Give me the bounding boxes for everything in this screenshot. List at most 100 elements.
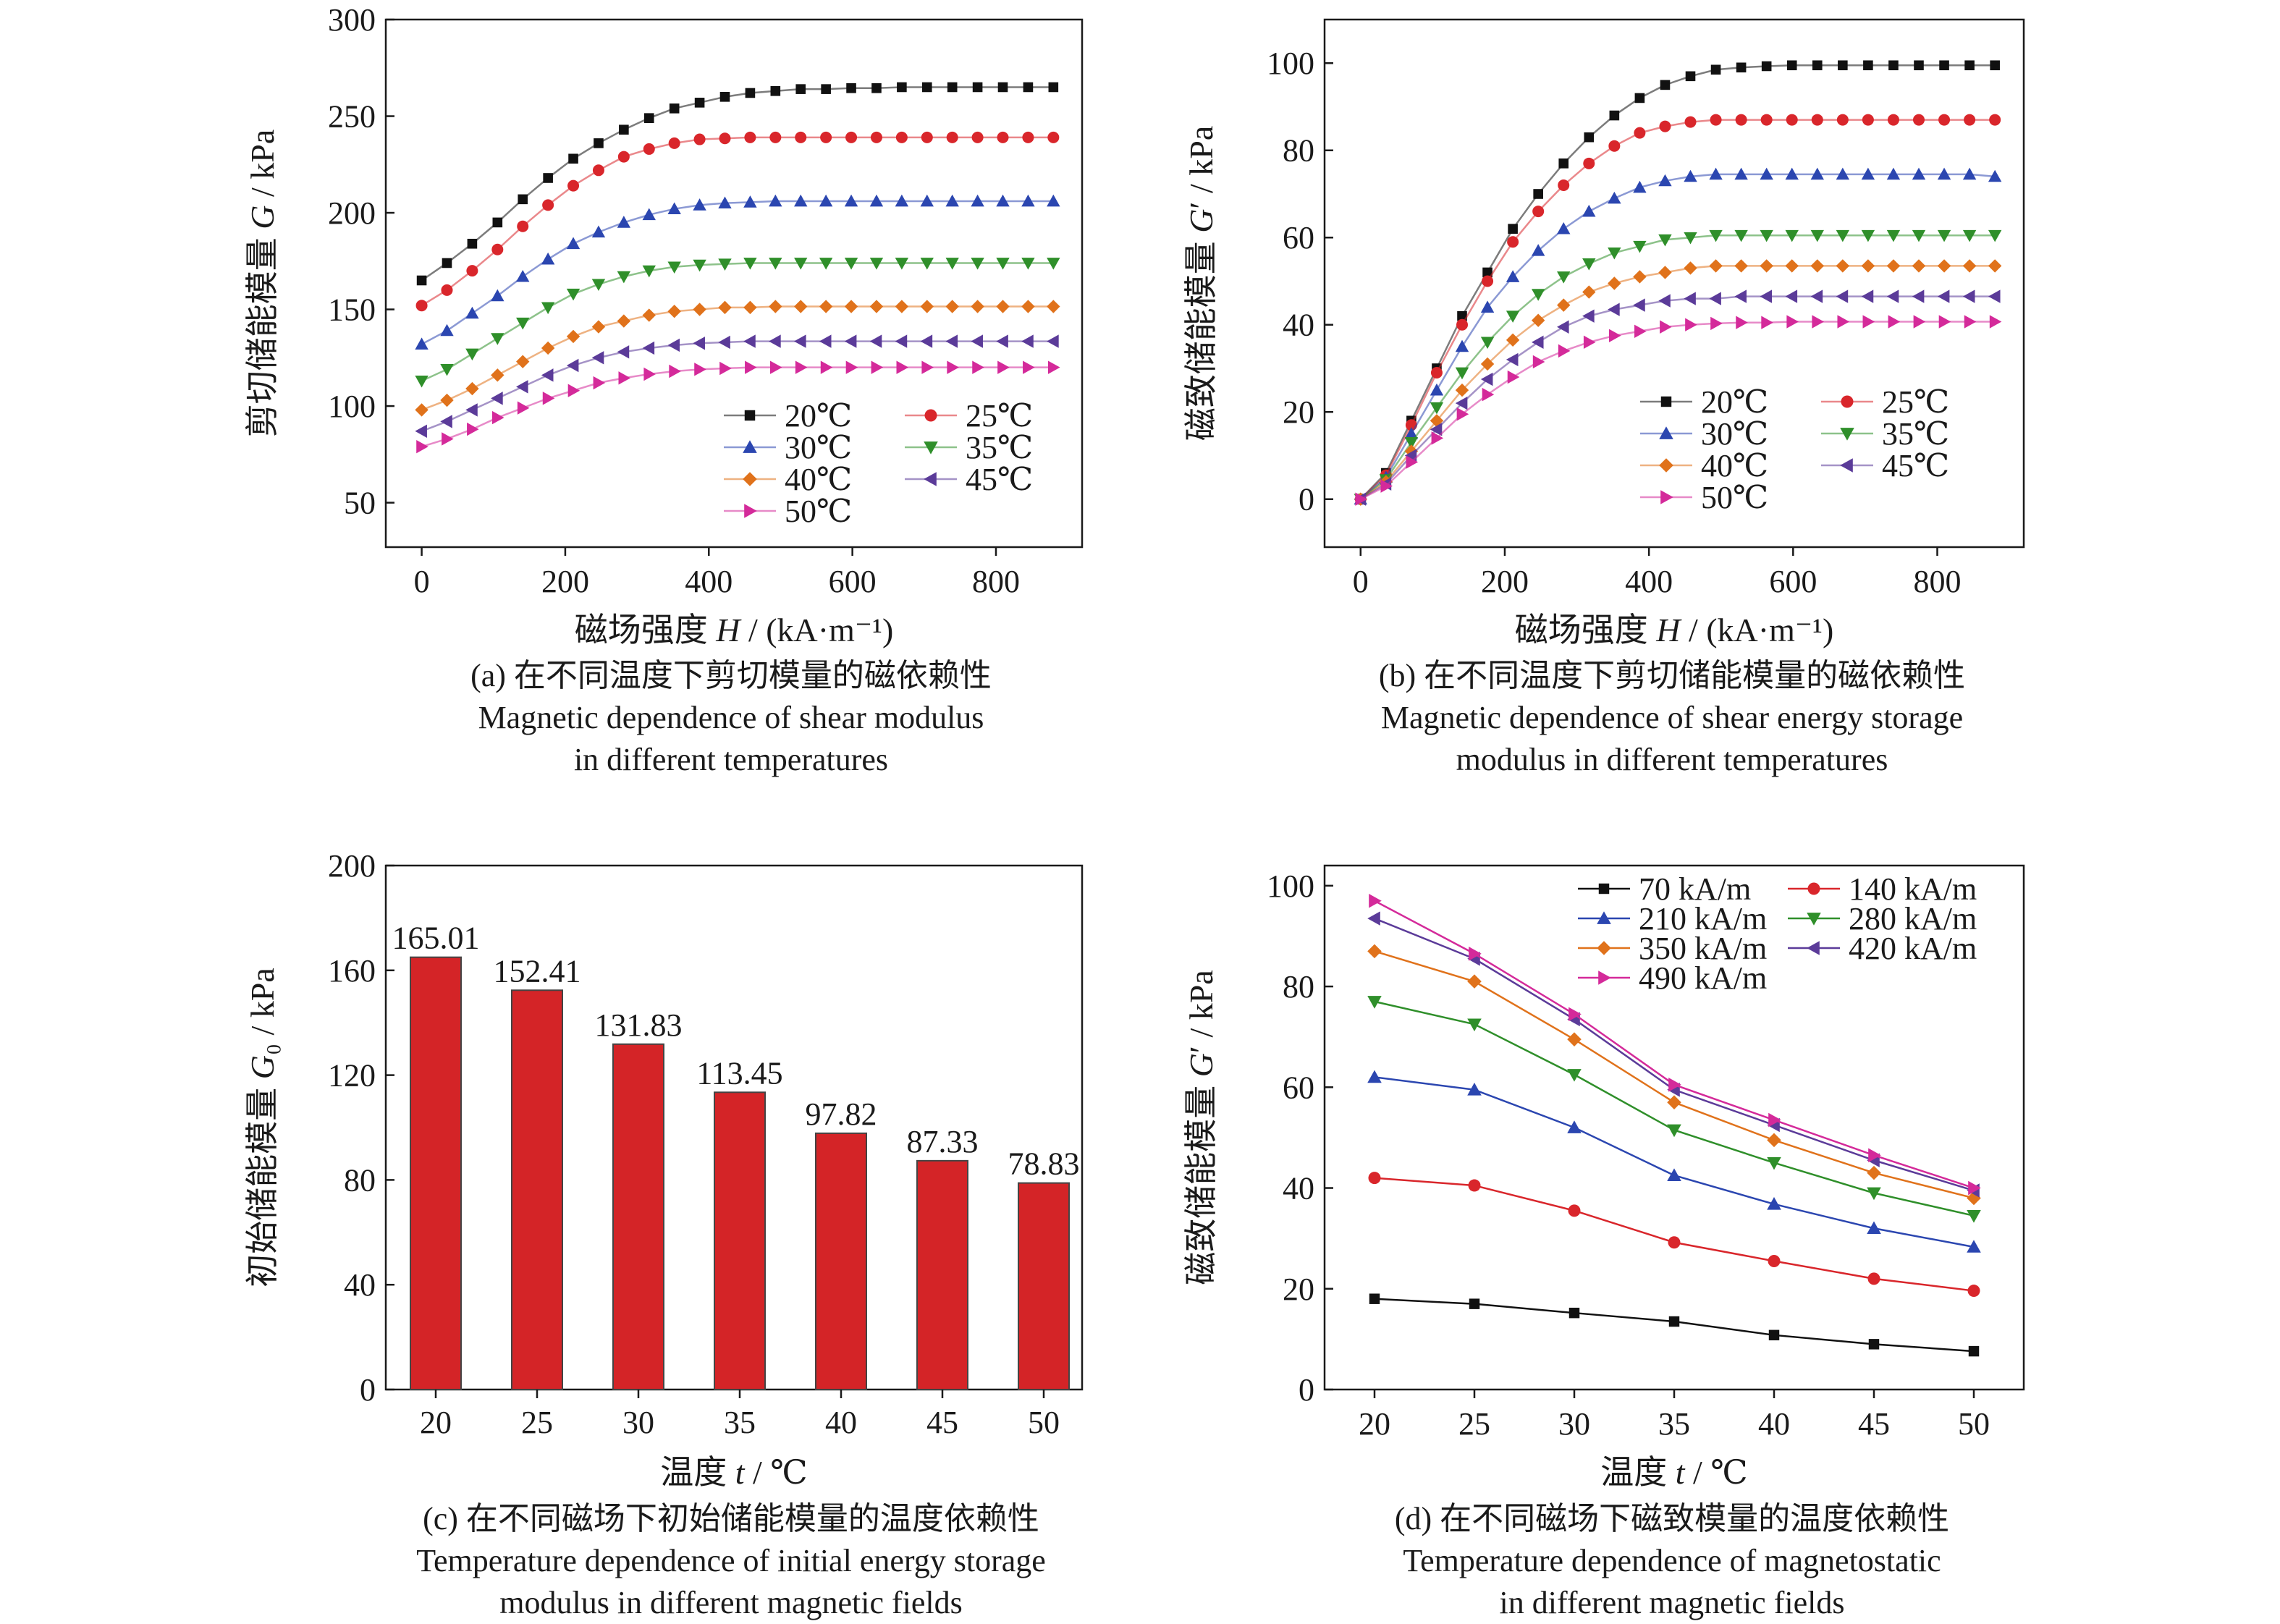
y-tick-label: 150 [328,292,376,328]
data-point [1021,194,1035,207]
data-point [617,345,630,359]
x-axis-title-symbol: t [1676,1454,1686,1491]
legend-label: 20℃ [785,398,852,434]
data-point [1658,266,1672,279]
data-point [1531,289,1545,301]
data-point [491,392,503,405]
data-point [592,164,604,177]
data-point [1684,169,1697,182]
caption-a-en-2: in different temperatures [573,742,889,777]
legend-label: 45℃ [966,462,1033,497]
data-point [465,403,478,417]
data-point [566,237,580,250]
data-point [845,131,858,143]
data-point [518,194,528,205]
x-tick-label: 35 [1658,1406,1690,1442]
data-point [770,86,781,96]
x-tick-label: 45 [926,1405,958,1440]
legend-label: 280 kA/m [1849,901,1977,936]
data-point [1608,140,1621,152]
data-point [1685,318,1697,331]
data-point [1482,275,1494,287]
data-point [1760,114,1773,126]
legend-marker [1597,941,1611,955]
legend-label: 45℃ [1882,448,1949,483]
data-point [415,300,428,312]
data-point [1667,1095,1681,1109]
data-point [719,361,732,376]
data-point [1355,492,1367,506]
data-point [1567,1120,1582,1133]
y-tick-label: 60 [1283,1070,1314,1105]
data-point [594,138,604,148]
data-point [1558,179,1570,191]
data-point [1507,370,1520,384]
data-point [1861,167,1875,180]
panel-b-chart: 0 20 40 60 80 100 0 200 400 600 800 磁场强度 H / (kA·m⁻… [1183,18,2025,648]
y-axis-title-prefix: 剪切储能模量 [244,229,281,438]
x-axis-title-symbol: t [735,1454,746,1491]
data-point [467,422,479,436]
data-point [1912,229,1926,242]
legend-label: 25℃ [966,398,1033,434]
data-point [897,82,907,93]
data-point [996,334,1008,348]
data-point [1888,60,1899,71]
data-point [1912,167,1926,180]
legend-marker [924,409,937,422]
x-tick-label: 0 [1353,564,1369,599]
data-point [945,258,959,270]
x-tick-label: 600 [1769,564,1817,599]
data-point [642,208,656,221]
y-tick-label: 0 [1299,482,1314,517]
data-point [667,261,681,274]
data-point [642,265,656,278]
legend-marker [924,441,938,454]
caption-d-cn: (d) 在不同磁场下磁致模量的温度依赖性 [1394,1501,1950,1536]
data-point [1990,60,2000,71]
data-point [1467,1018,1482,1032]
data-point [971,194,984,207]
data-point [971,131,984,143]
data-point [1506,270,1520,282]
data-point [1568,1007,1582,1022]
data-point [744,131,756,143]
bar-data-label: 78.83 [1008,1146,1080,1182]
data-point [869,300,884,313]
caption-c-en-1: Temperature dependence of initial energy… [416,1543,1046,1578]
data-point [567,179,580,192]
data-point [745,88,756,98]
data-point [769,131,782,143]
data-point [1667,1124,1681,1138]
data-point [1430,383,1444,396]
data-point [542,392,555,405]
x-tick-label: 200 [1481,564,1529,599]
x-axis-title-prefix: 磁场强度 [1515,612,1657,648]
legend-marker [1840,428,1854,441]
legend-label: 20℃ [1701,384,1768,420]
data-point [745,360,757,374]
data-point [1608,276,1621,290]
legend-marker [744,504,757,518]
x-tick-label: 50 [1958,1406,1990,1442]
data-point [693,337,705,350]
data-point [769,300,782,313]
x-axis-title-unit: / (kA·m⁻¹) [1680,612,1833,648]
data-point [1735,114,1747,126]
data-point [1557,298,1571,312]
data-point [1734,167,1748,180]
data-point [1582,258,1596,271]
data-point [972,82,983,93]
data-point [416,439,428,454]
data-point [1482,267,1492,278]
data-point [743,195,757,208]
data-point [1608,303,1620,316]
data-point [1867,1272,1880,1285]
data-point [618,371,631,385]
data-point [1467,974,1482,989]
data-point [643,143,655,155]
data-point [947,82,958,93]
data-point [643,367,656,381]
data-point [719,92,730,102]
legend-label: 40℃ [785,462,852,497]
